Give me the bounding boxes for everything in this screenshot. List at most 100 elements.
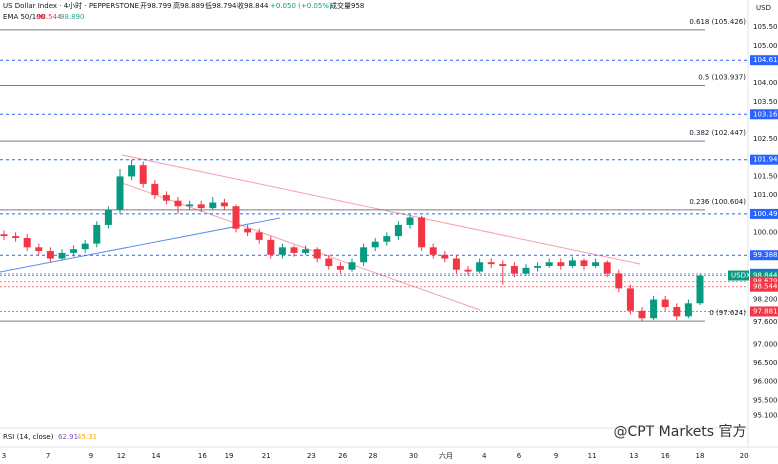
- ohlc-high: 高98.889: [173, 1, 205, 10]
- candle-body: [151, 183, 159, 196]
- alert-badge: [750, 55, 778, 66]
- candle-body: [255, 232, 263, 240]
- x-tick-label: 11: [588, 452, 597, 460]
- symbol-badge: [728, 270, 749, 281]
- candle-body: [35, 247, 43, 252]
- candle-body: [116, 176, 124, 210]
- candle-body: [174, 200, 182, 207]
- alert-label: 100.495: [753, 210, 778, 218]
- x-tick-label: 21: [262, 452, 271, 460]
- candle-body: [104, 210, 112, 225]
- ohlc-open: 开98.799: [140, 2, 172, 10]
- watermark: @CPT Markets 官方: [613, 424, 746, 440]
- candle-body: [360, 247, 368, 263]
- candle-body: [197, 204, 205, 209]
- candle-body: [429, 247, 437, 255]
- fib-label: 0.5 (103.937): [698, 73, 746, 81]
- candle-body: [638, 310, 646, 319]
- candle-body: [626, 288, 634, 311]
- candle-body: [441, 254, 449, 259]
- x-tick-label: 23: [307, 452, 316, 460]
- candle-body: [615, 273, 623, 289]
- candle-body: [371, 241, 379, 248]
- y-tick-label: 102.500: [753, 135, 778, 143]
- candle-body: [23, 237, 31, 248]
- fib-label: 0.618 (105.426): [689, 18, 746, 26]
- candle-body: [464, 269, 472, 272]
- candle-body: [278, 247, 286, 255]
- alert-badge: [750, 154, 778, 165]
- candle-body: [70, 249, 78, 253]
- channel-lower: [121, 182, 481, 311]
- x-tick-label: 6: [517, 452, 522, 460]
- candle-body: [510, 265, 518, 274]
- y-tick-label: 95.500: [753, 396, 778, 404]
- price-badge: [750, 270, 778, 281]
- symbol: US Dollar Index · 4小时 · PEPPERSTONE: [3, 1, 139, 10]
- y-tick-label: 96.000: [753, 378, 778, 386]
- alert-label: 104.614: [753, 56, 778, 64]
- candle-body: [499, 264, 507, 266]
- x-tick-label: 3: [2, 452, 6, 460]
- fib-label: 0.236 (100.604): [689, 198, 746, 206]
- y-tick-label: 105.000: [753, 42, 778, 50]
- alert-label: 99.388: [753, 251, 778, 259]
- candle-body: [603, 262, 611, 274]
- candle-body: [244, 228, 252, 233]
- candle-body: [522, 267, 530, 274]
- candle-body: [580, 260, 588, 266]
- y-tick-label: 97.600: [753, 318, 778, 326]
- x-tick-label: 13: [629, 452, 638, 460]
- candle-body: [58, 252, 66, 259]
- y-tick-label: 96.500: [753, 359, 778, 367]
- fib-label: 0 (97.624): [709, 309, 746, 317]
- ema-name: EMA 50/100: [3, 13, 45, 21]
- candle-body: [267, 239, 275, 255]
- candle-body: [302, 249, 310, 253]
- x-tick-label: 16: [198, 452, 207, 460]
- x-tick-label: 20: [740, 452, 749, 460]
- x-tick-label: 7: [46, 452, 50, 460]
- price-label: 98.679: [753, 278, 778, 286]
- alert-badge: [750, 208, 778, 219]
- x-tick-label: 30: [409, 452, 418, 460]
- ema100: 98.890: [60, 13, 85, 21]
- rsi-name: RSI (14, close): [3, 433, 54, 441]
- candle-body: [696, 275, 704, 304]
- candle-body: [139, 165, 147, 184]
- candles: [0, 159, 704, 322]
- candle-body: [128, 165, 136, 177]
- candle-body: [406, 217, 414, 225]
- candle-body: [348, 262, 356, 270]
- alert-badge: [750, 109, 778, 120]
- candle-body: [336, 265, 344, 270]
- y-tick-label: 103.500: [753, 98, 778, 106]
- rsi-value: 62.91: [58, 433, 78, 441]
- candle-body: [81, 243, 89, 250]
- candle-body: [534, 265, 542, 268]
- candle-body: [12, 236, 20, 238]
- x-tick-label: 14: [151, 452, 160, 460]
- candle-body: [557, 262, 565, 266]
- candle-body: [46, 251, 54, 259]
- price-badge: [750, 281, 778, 292]
- candle-body: [684, 303, 692, 317]
- x-tick-label: 六月: [439, 451, 453, 460]
- alert-badge: [750, 250, 778, 261]
- price-label: 98.544: [753, 283, 778, 291]
- candle-body: [290, 247, 298, 253]
- candle-body: [220, 202, 228, 207]
- ema50: 98.544: [37, 13, 62, 21]
- candle-body: [476, 262, 484, 272]
- y-tick-label: 97.000: [753, 340, 778, 348]
- x-tick-label: 26: [338, 452, 347, 460]
- candle-body: [0, 234, 8, 237]
- x-tick-label: 12: [117, 452, 126, 460]
- price-label: 98.844: [753, 272, 778, 280]
- price-badge: [750, 306, 778, 317]
- x-tick-label: 18: [696, 452, 705, 460]
- candle-body: [162, 195, 170, 201]
- y-tick-label: 98.200: [753, 296, 778, 304]
- change: +0.050 (+0.05%): [270, 2, 332, 10]
